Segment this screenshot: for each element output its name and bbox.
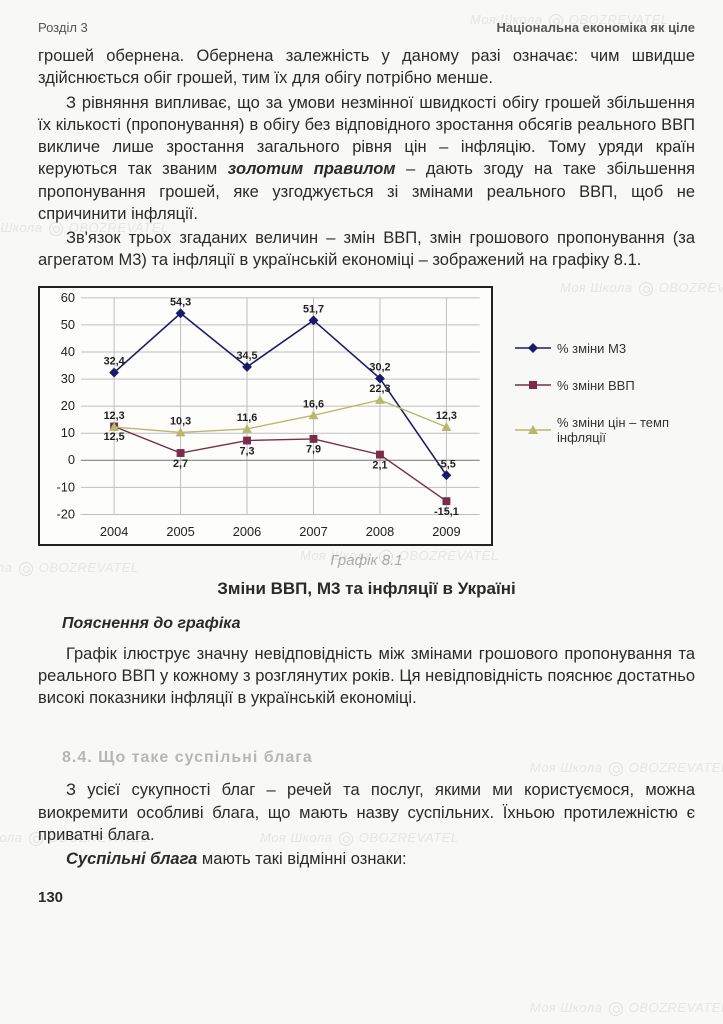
svg-text:54,3: 54,3 [170,296,191,308]
legend-label: % зміни М3 [557,341,626,356]
svg-text:0: 0 [68,452,75,467]
svg-text:50: 50 [61,317,75,332]
svg-text:2006: 2006 [233,524,261,539]
paragraph: З усієї сукупності благ – речей та послу… [38,779,695,846]
svg-text:2005: 2005 [166,524,194,539]
svg-text:12,5: 12,5 [104,431,125,443]
svg-text:10: 10 [61,425,75,440]
svg-text:16,6: 16,6 [303,398,324,410]
svg-text:-20: -20 [56,506,75,521]
paragraph: Зв'язок трьох згаданих величин – змін ВВ… [38,227,695,272]
chart-legend: % зміни М3 % зміни ВВП % зміни цін – темп … [515,286,695,467]
svg-text:-15,1: -15,1 [434,506,459,518]
svg-text:34,5: 34,5 [236,350,257,362]
svg-text:60: 60 [61,289,75,304]
svg-text:2009: 2009 [432,524,460,539]
watermark: Моя Школа OBOZREVATEL [530,1000,723,1016]
svg-text:2007: 2007 [299,524,327,539]
svg-text:40: 40 [61,344,75,359]
chart-title: Зміни ВВП, М3 та інфляції в Україні [38,579,695,599]
svg-text:-10: -10 [56,479,75,494]
page-number: 130 [38,889,695,906]
svg-text:7,9: 7,9 [306,443,321,455]
svg-text:30: 30 [61,371,75,386]
legend-label: % зміни ВВП [557,378,635,393]
header-title: Національна економіка як ціле [496,20,695,35]
svg-text:7,3: 7,3 [240,445,255,457]
legend-label: % зміни цін – темп інфляції [557,415,695,445]
paragraph: З рівняння випливає, що за умови незмінн… [38,92,695,226]
header-section: Розділ 3 [38,20,88,35]
svg-text:2,7: 2,7 [173,457,188,469]
svg-text:2004: 2004 [100,524,128,539]
svg-text:30,2: 30,2 [369,361,390,373]
svg-text:20: 20 [61,398,75,413]
svg-text:12,3: 12,3 [436,410,457,422]
chart-caption: Графік 8.1 [38,552,695,569]
svg-text:2,1: 2,1 [372,459,387,471]
chart-svg: -20 -10 0 10 20 30 40 50 60 2004 2005 2006 2007 2008 2… [40,288,491,544]
paragraph: грошей обернена. Обернена залежність у д… [38,45,695,90]
svg-text:10,3: 10,3 [170,415,191,427]
svg-text:11,6: 11,6 [237,412,257,424]
explanation-heading: Пояснення до графіка [62,615,695,633]
page-header: Розділ 3 Національна економіка як ціле [38,20,695,35]
svg-text:2008: 2008 [366,524,394,539]
paragraph: Графік ілюструє значну невідповідність м… [38,643,695,710]
legend-item: % зміни М3 [515,341,695,356]
svg-text:12,3: 12,3 [104,410,125,422]
svg-text:-5,5: -5,5 [437,458,456,470]
line-chart: -20 -10 0 10 20 30 40 50 60 2004 2005 2006 2007 2008 2… [38,286,493,546]
svg-text:22,3: 22,3 [369,383,390,395]
legend-item: % зміни ВВП [515,378,695,393]
paragraph: Суспільні блага мають такі відмінні озна… [38,848,695,870]
legend-item: % зміни цін – темп інфляції [515,415,695,445]
svg-text:32,4: 32,4 [104,355,125,367]
section-heading: 8.4. Що таке суспільні блага [62,749,695,767]
svg-text:51,7: 51,7 [303,303,324,315]
